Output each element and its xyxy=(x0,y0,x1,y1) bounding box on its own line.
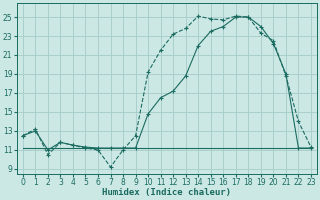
X-axis label: Humidex (Indice chaleur): Humidex (Indice chaleur) xyxy=(102,188,231,197)
